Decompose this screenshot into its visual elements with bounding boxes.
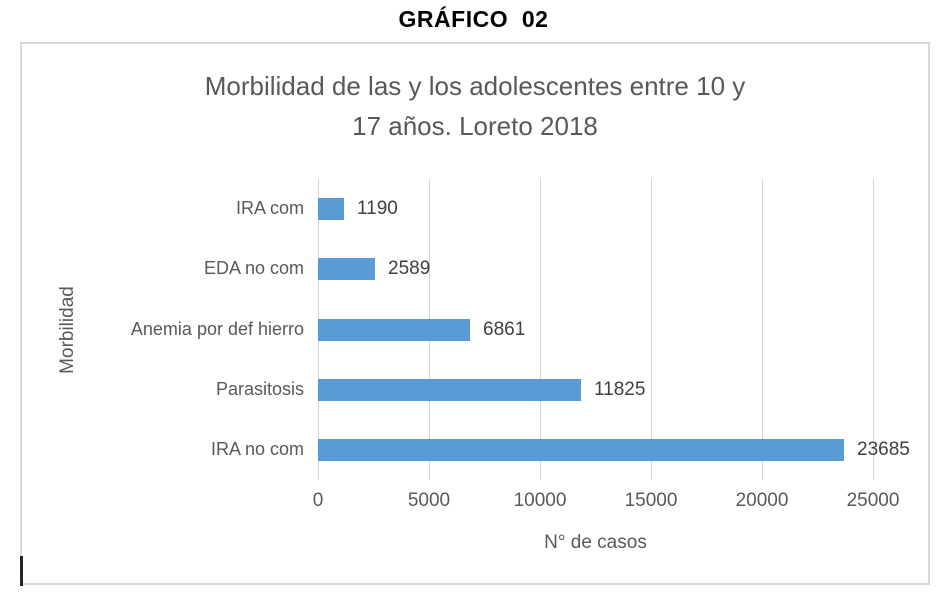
chart-frame: Morbilidad de las y los adolescentes ent…	[20, 42, 930, 585]
category-label: IRA no com	[210, 438, 304, 459]
category-label: IRA com	[235, 198, 304, 219]
gridline	[762, 179, 763, 480]
chart-title-line-2: 17 años. Loreto 2018	[352, 111, 598, 141]
x-tick-label: 10000	[513, 490, 567, 511]
x-tick-label: 20000	[735, 490, 789, 511]
page-title: GRÁFICO 02	[398, 6, 549, 32]
value-label: 1190	[357, 198, 398, 220]
gridline	[540, 179, 541, 480]
bar	[318, 318, 470, 341]
document-border-fragment	[20, 556, 23, 586]
category-label: Parasitosis	[215, 378, 304, 399]
x-axis-label: N° de casos	[544, 532, 647, 553]
value-label: 11825	[594, 378, 646, 400]
gridline	[651, 179, 652, 480]
gridline	[873, 179, 874, 480]
category-label: EDA no com	[203, 258, 304, 279]
value-label: 2589	[388, 258, 431, 280]
plot-area: 0 5000 10000 15000 20000 25000 IRA com 1190 EDA …	[22, 44, 928, 583]
bar	[318, 258, 375, 281]
bar	[318, 438, 844, 461]
bar	[318, 198, 344, 221]
chart-title: Morbilidad de las y los adolescentes ent…	[22, 66, 928, 146]
x-tick-label: 0	[312, 490, 324, 511]
x-tick-label: 5000	[407, 490, 451, 511]
category-label: Anemia por def hierro	[130, 318, 304, 339]
chart-title-line-1: Morbilidad de las y los adolescentes ent…	[204, 71, 746, 101]
x-tick-label: 15000	[624, 490, 678, 511]
bar	[318, 378, 581, 401]
x-tick-label: 25000	[846, 490, 900, 511]
value-label: 6861	[483, 318, 526, 340]
value-label: 23685	[857, 438, 910, 460]
